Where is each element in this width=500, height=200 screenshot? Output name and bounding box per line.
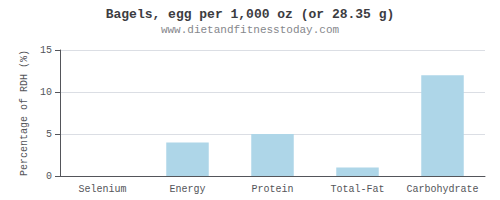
svg-text:10: 10 [40,87,52,98]
svg-text:Bagels, egg per 1,000 oz (or 2: Bagels, egg per 1,000 oz (or 28.35 g) [106,7,395,22]
svg-text:Percentage of RDH (%): Percentage of RDH (%) [19,50,30,176]
svg-text:5: 5 [46,129,52,140]
svg-text:15: 15 [40,45,52,56]
svg-text:Total-Fat: Total-Fat [330,184,384,195]
svg-text:Carbohydrate: Carbohydrate [406,184,478,195]
svg-text:Protein: Protein [251,184,293,195]
svg-text:Selenium: Selenium [78,184,126,195]
svg-text:Energy: Energy [169,184,205,195]
svg-text:0: 0 [46,171,52,182]
svg-text:www.dietandfitnesstoday.com: www.dietandfitnesstoday.com [161,24,340,36]
